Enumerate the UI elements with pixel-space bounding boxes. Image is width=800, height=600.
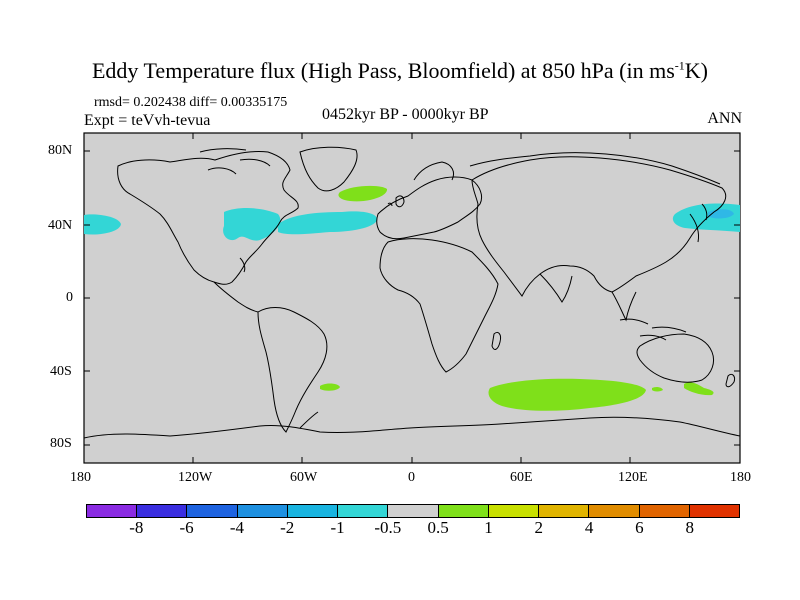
coast-new-zealand	[725, 373, 735, 388]
anomaly-north-atlantic-neg	[278, 211, 378, 235]
map-ocean	[83, 132, 741, 464]
coast-antarctic-peninsula	[299, 411, 319, 429]
coast-africa	[379, 238, 499, 373]
colorbar-label: 0.5	[427, 518, 449, 537]
lon-label-180w: 180	[70, 470, 91, 485]
colorbar	[86, 504, 740, 518]
lat-label-40s: 40S	[50, 364, 72, 379]
colorbar-label: 8	[685, 518, 694, 537]
colorbar-label: -1	[330, 518, 345, 537]
experiment-label: Expt = teVvh-tevua	[84, 112, 211, 129]
colorbar-cell	[438, 505, 489, 517]
axis-ticks	[83, 133, 741, 463]
colorbar-cell	[87, 505, 138, 517]
colorbar-cell	[237, 505, 288, 517]
coast-south-america	[257, 307, 328, 433]
lon-label-60e: 60E	[510, 470, 533, 485]
anomaly-southern-ocean-indian-pos	[488, 378, 646, 411]
coast-florida	[239, 257, 246, 273]
lat-label-40n: 40N	[48, 218, 73, 233]
colorbar-cell	[639, 505, 690, 517]
coast-southeast-asia	[611, 291, 637, 322]
coast-antarctica	[83, 416, 741, 439]
colorbar-label: 2	[534, 518, 544, 537]
coast-central-america	[213, 281, 259, 313]
colorbar-label: -0.5	[374, 518, 402, 537]
stats-text: rmsd= 0.202438 diff= 0.00335175	[94, 95, 288, 110]
colorbar-label: -6	[179, 518, 194, 537]
colorbar-cell	[488, 505, 540, 517]
coast-india	[539, 273, 573, 303]
colorbar-label: 1	[484, 518, 493, 537]
coast-europe	[376, 176, 483, 240]
lat-label-80s: 80S	[50, 436, 72, 451]
colorbar-label: 4	[584, 518, 594, 537]
colorbar-cell	[338, 505, 389, 517]
coast-australia	[636, 333, 715, 383]
map-title: Eddy Temperature flux (High Pass, Bloomf…	[91, 58, 708, 83]
lon-label-180e: 180	[730, 470, 751, 485]
coast-asia	[471, 156, 727, 297]
coast-indonesia	[619, 318, 687, 341]
colorbar-cell	[689, 505, 740, 517]
season-label: ANN	[707, 110, 742, 127]
colorbar-label: -2	[280, 518, 295, 537]
lon-label-0: 0	[408, 470, 415, 485]
anomaly-south-pacific-west-pos	[684, 382, 714, 396]
coast-scandinavia	[413, 161, 455, 181]
colorbar-cell	[137, 505, 188, 517]
lon-label-60w: 60W	[290, 470, 318, 485]
coast-arctic-islands	[199, 148, 271, 175]
anomaly-north-atlantic-pos	[338, 185, 388, 202]
colorbar-cell	[539, 505, 590, 517]
coast-british-isles	[387, 195, 405, 208]
anomaly-north-america-neg	[223, 208, 281, 241]
coast-greenland	[299, 146, 358, 192]
anomaly-south-atlantic-pos	[320, 383, 340, 391]
colorbar-cell	[589, 505, 640, 517]
lon-label-120w: 120W	[178, 470, 213, 485]
colorbar-label: 6	[635, 518, 644, 537]
lat-label-80n: 80N	[48, 143, 73, 158]
colorbar-label: -8	[129, 518, 144, 537]
colorbar-cell	[388, 505, 439, 517]
period-label: 0452kyr BP - 0000kyr BP	[322, 106, 489, 123]
anomaly-south-indian-small-pos	[652, 386, 663, 392]
coast-siberia-north	[469, 152, 721, 185]
lat-label-0: 0	[66, 290, 73, 305]
anomaly-north-pacific-east-neg	[84, 214, 121, 235]
coast-japan	[689, 203, 708, 243]
lon-label-120e: 120E	[618, 470, 648, 485]
coast-madagascar	[491, 331, 501, 350]
colorbar-cell	[187, 505, 238, 517]
colorbar-label: -4	[229, 518, 245, 537]
colorbar-cell	[287, 505, 339, 517]
coast-north-america	[117, 151, 299, 285]
coastlines	[83, 146, 741, 439]
